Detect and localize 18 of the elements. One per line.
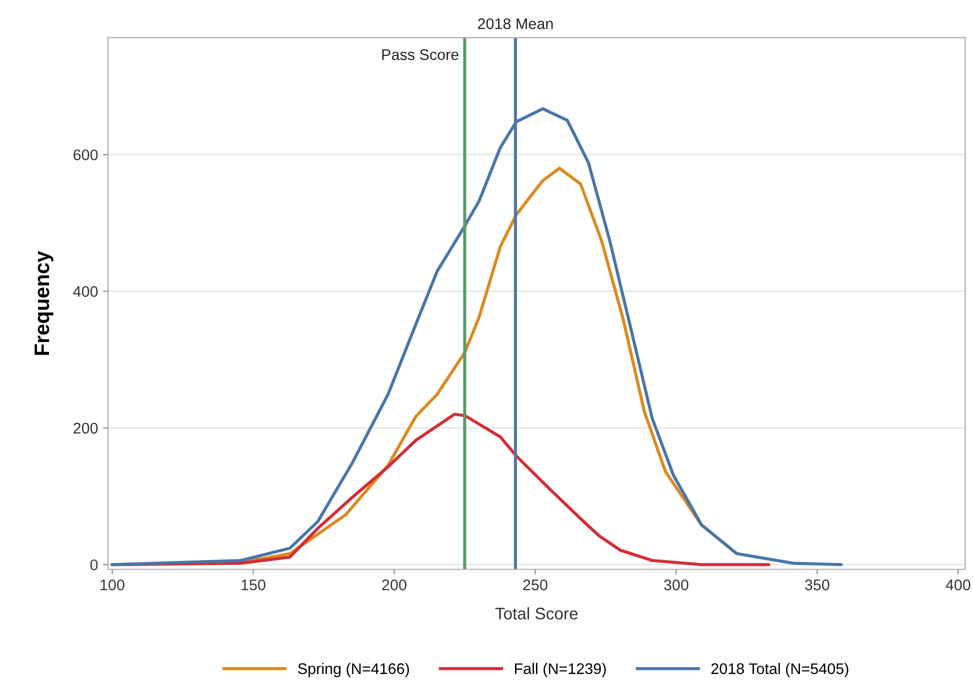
y-tick-label: 600: [74, 149, 98, 160]
legend-label: Spring (N=4166): [298, 662, 409, 678]
x-tick-label: 150: [242, 580, 266, 590]
legend-label: 2018 Total (N=5405): [711, 662, 848, 678]
ref-line-label: 2018 Mean: [478, 18, 553, 30]
x-axis-title: Total Score: [495, 607, 578, 620]
x-tick-label: 300: [664, 580, 688, 590]
x-tick-label: 400: [946, 580, 970, 590]
x-tick-label: 350: [805, 580, 830, 590]
legend-label: Fall (N=1239): [515, 662, 606, 678]
x-tick-label: 250: [523, 580, 548, 590]
y-tick-label: 400: [73, 286, 98, 297]
y-tick-label: 200: [74, 422, 98, 434]
x-tick-label: 100: [100, 580, 124, 590]
y-tick-label: 0: [90, 559, 98, 570]
y-axis-title: Frequency: [34, 250, 54, 355]
ref-line-label: Pass Score: [382, 49, 458, 60]
x-tick-label: 200: [382, 580, 406, 590]
